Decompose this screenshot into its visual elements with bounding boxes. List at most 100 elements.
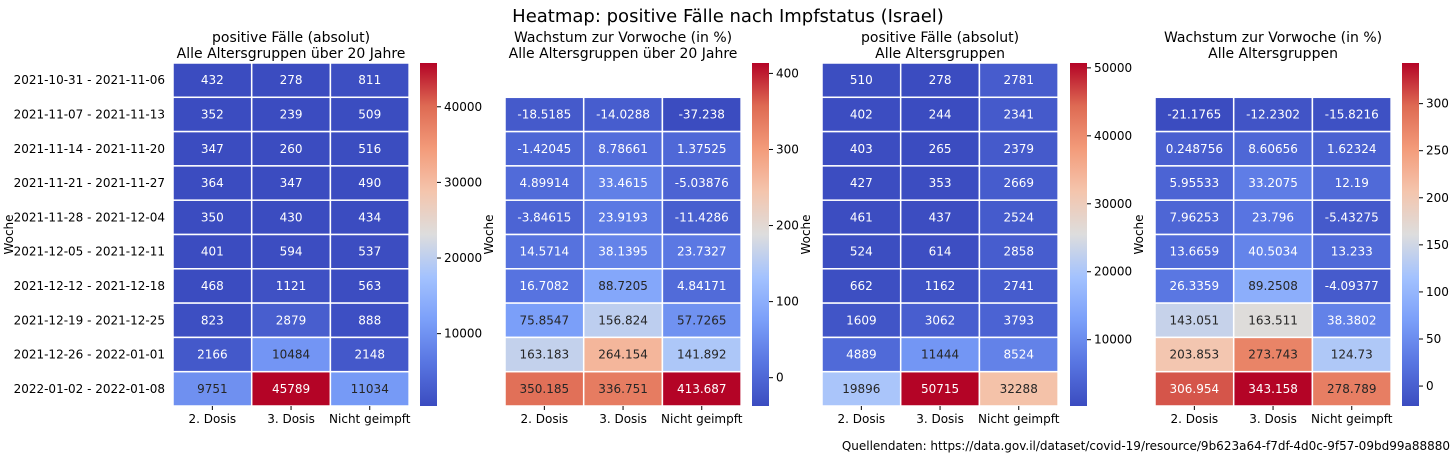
heatmap-cell (1154, 268, 1235, 304)
row-tick-label: 2021-10-31 - 2021-11-06 (14, 73, 165, 87)
panel-title-line: Wachstum zur Vorwoche (in %) (514, 30, 732, 46)
heatmap-cell (978, 233, 1059, 270)
heatmap-panel-2: Wachstum zur Vorwoche (in %)Alle Altersg… (482, 30, 799, 426)
cell-value-label: 2781 (1003, 73, 1034, 87)
cell-value-label: 273.743 (1248, 348, 1298, 362)
heatmap-cell (504, 268, 585, 304)
cell-value-label: 563 (358, 279, 381, 293)
heatmap-cell (978, 199, 1059, 236)
cell-value-label: 264.154 (598, 348, 648, 362)
cell-value-label: 811 (358, 73, 381, 87)
heatmap-cell (661, 336, 742, 373)
cell-value-label: 336.751 (598, 382, 648, 396)
colorbar-tick-label: 40000 (1094, 129, 1132, 143)
heatmap-cell (329, 96, 410, 133)
column-tick-label: 3. Dosis (916, 412, 964, 426)
column-tick-label: Nicht geimpft (1311, 412, 1393, 426)
heatmap-cell (978, 130, 1059, 167)
heatmap-cell (250, 370, 332, 407)
cell-value-label: 32288 (1000, 382, 1038, 396)
heatmap-cell (1311, 96, 1392, 133)
heatmap-cell (899, 302, 981, 339)
panel-title-line: Alle Altersgruppen (1208, 46, 1338, 62)
heatmap-cell (661, 268, 742, 304)
cell-value-label: 2166 (197, 348, 228, 362)
heatmap-cell (1232, 268, 1314, 304)
colorbar (1402, 63, 1419, 406)
cell-value-label: 347 (201, 142, 224, 156)
heatmap-cell (899, 96, 981, 133)
cell-value-label: 239 (280, 107, 303, 121)
cell-value-label: 353 (929, 176, 952, 190)
row-tick-label: 2022-01-02 - 2022-01-08 (14, 382, 165, 396)
heatmap-cell (504, 233, 585, 270)
column-tick-label: Nicht geimpft (661, 412, 743, 426)
column-tick-label: 3. Dosis (599, 412, 647, 426)
colorbar-tick-label: 250 (1426, 144, 1449, 158)
column-tick-label: 2. Dosis (838, 412, 886, 426)
source-note: Quellendaten: https://data.gov.il/datase… (842, 439, 1450, 453)
cell-value-label: 594 (280, 245, 303, 259)
cell-value-label: 260 (280, 142, 303, 156)
colorbar (420, 63, 437, 406)
cell-value-label: 888 (358, 313, 381, 327)
heatmap-cell (1154, 130, 1235, 167)
cell-value-label: 468 (201, 279, 224, 293)
cell-value-label: 13.233 (1331, 245, 1373, 259)
cell-value-label: 23.7327 (677, 245, 727, 259)
heatmap-cell (978, 165, 1059, 201)
panel-title-line: Alle Altersgruppen (875, 46, 1005, 62)
cell-value-label: -1.42045 (517, 142, 571, 156)
cell-value-label: 1.62324 (1327, 142, 1377, 156)
colorbar-tick-label: 300 (776, 142, 799, 156)
cell-value-label: 203.853 (1170, 348, 1220, 362)
cell-value-label: 3062 (925, 313, 956, 327)
cell-value-label: 510 (850, 73, 873, 87)
cell-value-label: 141.892 (677, 348, 727, 362)
colorbar-tick-label: 100 (776, 295, 799, 309)
heatmap-cell (250, 165, 332, 201)
cell-value-label: -11.4286 (675, 210, 729, 224)
heatmap-cell (821, 336, 902, 373)
cell-value-label: -14.0288 (596, 107, 650, 121)
cell-value-label: 524 (850, 245, 873, 259)
heatmap-cell (1311, 165, 1392, 201)
cell-value-label: 8.78661 (598, 142, 648, 156)
heatmap-cell (504, 302, 585, 339)
cell-value-label: 278 (280, 73, 303, 87)
cell-value-label: -3.84615 (517, 210, 571, 224)
cell-value-label: 7.96253 (1170, 210, 1220, 224)
cell-value-label: 57.7265 (677, 313, 727, 327)
heatmap-cell (821, 199, 902, 236)
cell-value-label: 0.248756 (1166, 142, 1223, 156)
cell-value-label: 163.511 (1248, 313, 1298, 327)
colorbar (752, 63, 769, 406)
heatmap-cell (661, 370, 742, 407)
heatmap-cell (661, 233, 742, 270)
colorbar-tick-label: 20000 (1094, 265, 1132, 279)
cell-value-label: 11034 (351, 382, 389, 396)
cell-value-label: 33.2075 (1248, 176, 1298, 190)
heatmap-cell (582, 130, 664, 167)
cell-value-label: 26.3359 (1170, 279, 1220, 293)
cell-value-label: 89.2508 (1248, 279, 1298, 293)
cell-value-label: 343.158 (1248, 382, 1298, 396)
cell-value-label: 143.051 (1170, 313, 1220, 327)
heatmap-cell (329, 62, 410, 99)
cell-value-label: 350.185 (520, 382, 570, 396)
cell-value-label: 124.73 (1331, 348, 1373, 362)
cell-value-label: 2879 (276, 313, 307, 327)
panel-title-line: Wachstum zur Vorwoche (in %) (1164, 30, 1382, 46)
colorbar-tick-label: 100 (1426, 285, 1449, 299)
y-axis-label: Woche (799, 214, 813, 254)
heatmap-cell (250, 199, 332, 236)
heatmap-cell (978, 370, 1059, 407)
column-tick-label: 2. Dosis (189, 412, 237, 426)
panel-title-line: Alle Altersgruppen über 20 Jahre (177, 46, 406, 62)
heatmap-cell (504, 336, 585, 373)
heatmap-cell (329, 302, 410, 339)
cell-value-label: 163.183 (520, 348, 570, 362)
cell-value-label: 40.5034 (1248, 245, 1298, 259)
heatmap-cell (821, 302, 902, 339)
